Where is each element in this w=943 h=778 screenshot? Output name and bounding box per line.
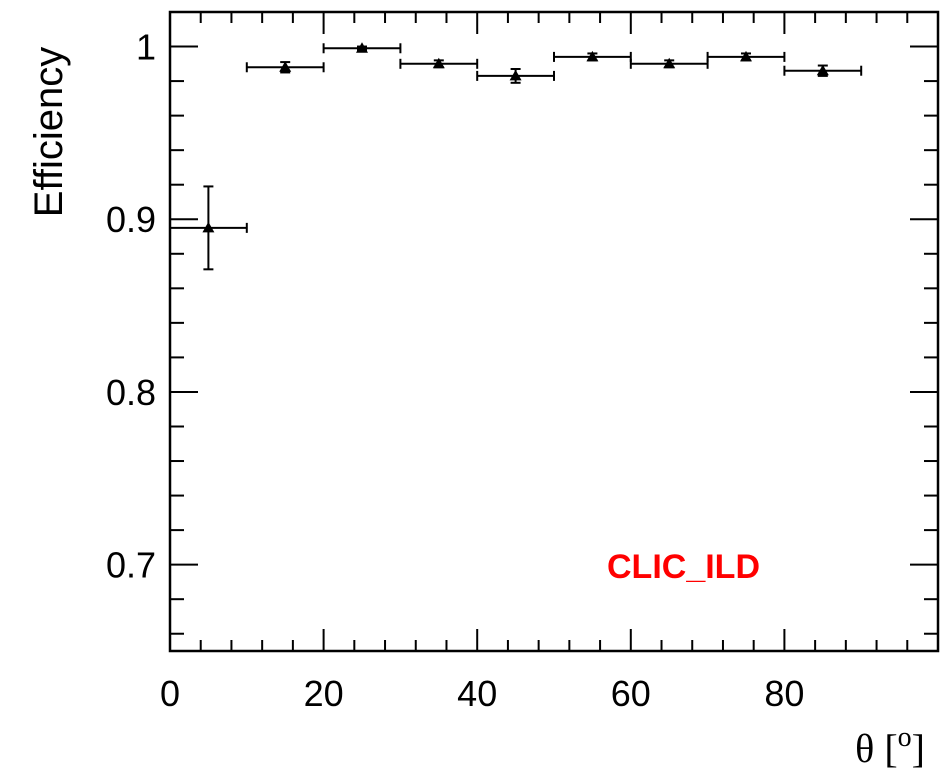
data-points: [169, 42, 863, 271]
data-point: [399, 57, 479, 69]
triangle-marker: [663, 57, 676, 69]
data-point: [245, 61, 325, 74]
clic-ild-label: CLIC_ILD: [607, 548, 760, 586]
x-tick-label: 20: [304, 673, 344, 714]
plot-frame: [168, 10, 940, 653]
triangle-marker: [432, 57, 445, 69]
y-tick-label: 1: [136, 27, 156, 68]
x-axis-title-unit: o: [898, 722, 912, 753]
data-point: [553, 50, 632, 62]
x-axis-title: θ [o]: [855, 722, 925, 771]
x-axis-title-symbol: θ: [855, 726, 884, 771]
triangle-marker: [740, 50, 752, 62]
data-point: [169, 185, 248, 271]
axis-ticks: [169, 11, 939, 651]
data-point: [783, 64, 863, 77]
data-point: [629, 57, 709, 69]
triangle-marker: [279, 61, 292, 72]
triangle-marker: [586, 50, 599, 62]
y-tick-label: 0.7: [106, 545, 156, 586]
triangle-marker: [509, 69, 522, 81]
triangle-marker: [356, 42, 368, 53]
tick-labels: 0 20 40 60 80 0.7 0.8 0.9 1: [106, 27, 804, 714]
x-tick-label: 80: [764, 673, 804, 714]
y-tick-label: 0.8: [106, 372, 156, 413]
y-axis-title: Efficiency: [27, 47, 71, 217]
x-axis-title-open: [: [884, 726, 897, 771]
x-tick-label: 40: [457, 673, 497, 714]
triangle-marker: [816, 64, 829, 76]
x-tick-label: 60: [611, 673, 651, 714]
triangle-marker: [202, 221, 215, 233]
data-point: [322, 42, 402, 54]
x-axis-title-close: ]: [912, 726, 925, 771]
data-point: [706, 50, 786, 62]
x-tick-label: 0: [160, 673, 180, 714]
y-tick-label: 0.9: [106, 199, 156, 240]
data-point: [476, 67, 555, 84]
